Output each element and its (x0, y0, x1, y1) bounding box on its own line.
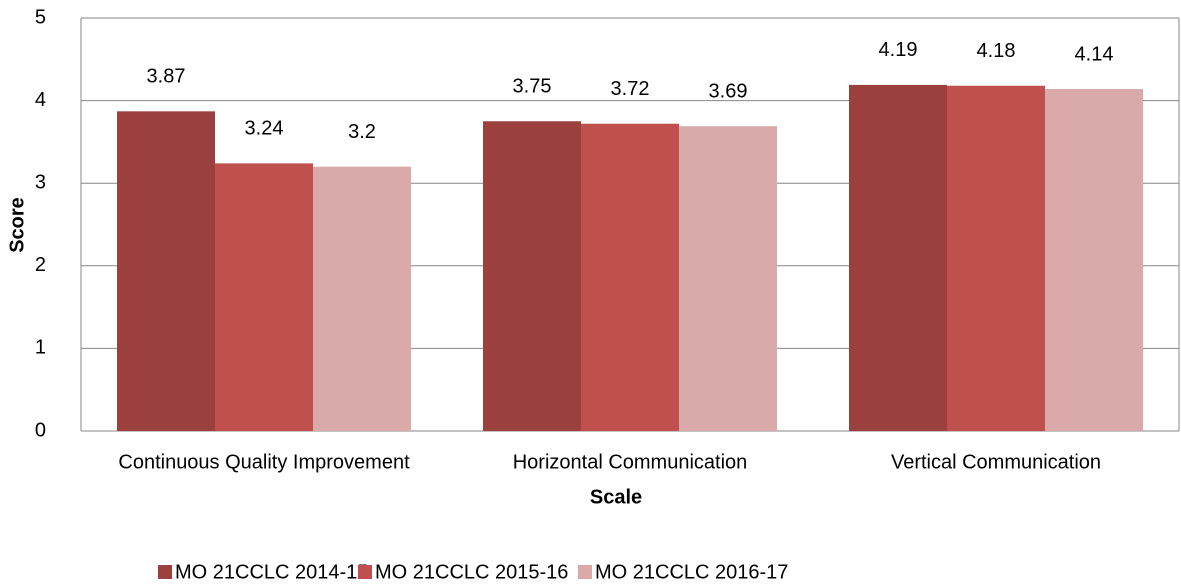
data-label: 3.72 (611, 78, 650, 100)
bar (483, 121, 581, 431)
data-label: 4.18 (977, 40, 1016, 62)
data-label: 4.14 (1075, 43, 1114, 65)
bar (679, 126, 777, 432)
bar (947, 85, 1045, 432)
data-label: 3.87 (147, 66, 186, 88)
legend-label: MO 21CCLC 2014-15 (175, 561, 368, 583)
y-tick-label: 0 (35, 419, 46, 441)
data-label: 3.2 (348, 121, 376, 143)
y-tick-label: 4 (35, 89, 46, 111)
data-label: 3.75 (513, 76, 552, 98)
y-axis-title: Score (6, 197, 28, 253)
bar (313, 166, 411, 431)
data-label: 4.19 (879, 39, 918, 61)
legend-label: MO 21CCLC 2015-16 (375, 561, 568, 583)
bar (117, 111, 215, 431)
data-label: 3.24 (245, 118, 284, 140)
bar (1045, 89, 1143, 431)
y-tick-label: 1 (35, 337, 46, 359)
y-tick-label: 2 (35, 254, 46, 276)
legend-swatch (578, 565, 592, 579)
x-tick-label: Vertical Communication (891, 451, 1101, 473)
x-tick-label: Horizontal Communication (513, 451, 748, 473)
x-axis-title: Scale (590, 486, 642, 508)
legend-swatch (358, 565, 372, 579)
bar (215, 163, 313, 431)
bar (849, 84, 947, 431)
data-label: 3.69 (709, 80, 748, 102)
bar (581, 123, 679, 431)
legend-swatch (158, 565, 172, 579)
y-tick-label: 5 (35, 6, 46, 28)
y-tick-label: 3 (35, 171, 46, 193)
legend-label: MO 21CCLC 2016-17 (595, 561, 788, 583)
x-tick-label: Continuous Quality Improvement (118, 451, 410, 473)
